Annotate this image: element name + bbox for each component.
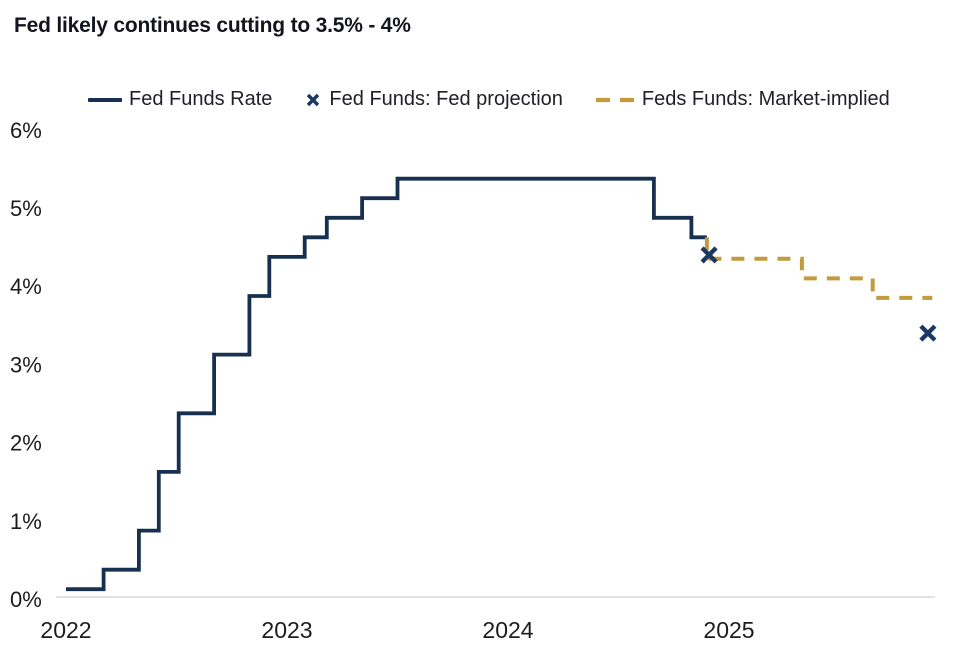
chart-legend: Fed Funds Rate Fed Funds: Fed projection… (88, 88, 890, 111)
legend-label: Fed Funds: Fed projection (329, 88, 563, 110)
y-tick-label: 5% (10, 196, 42, 221)
y-tick-label: 6% (10, 118, 42, 143)
market-implied-dashed-line (704, 237, 933, 300)
legend-label: Feds Funds: Market-implied (641, 88, 890, 110)
legend-item-market-implied: Feds Funds: Market-implied (595, 88, 890, 111)
x-tick-label: 2024 (482, 617, 533, 643)
chart-title: Fed likely continues cutting to 3.5% - 4… (14, 14, 411, 37)
dashed-line-swatch-icon (595, 97, 635, 102)
x-tick-label: 2022 (40, 617, 91, 643)
legend-item-fed-projection: Fed Funds: Fed projection (304, 88, 563, 111)
legend-item-fed-funds-rate: Fed Funds Rate (88, 88, 272, 111)
y-tick-label: 1% (10, 509, 42, 534)
y-tick-label: 3% (10, 352, 42, 377)
y-tick-label: 4% (10, 274, 42, 299)
x-marker-swatch-icon (307, 93, 320, 106)
x-tick-label: 2023 (261, 617, 312, 643)
fed-projection-x-marker (700, 246, 718, 264)
fed-projection-x-marker (919, 324, 937, 342)
solid-line-swatch-icon (88, 97, 122, 102)
y-tick-label: 0% (10, 587, 42, 612)
x-tick-label: 2025 (703, 617, 754, 643)
legend-label: Fed Funds Rate (129, 88, 273, 110)
y-tick-label: 2% (10, 431, 42, 456)
fed-funds-rate-line (66, 176, 707, 592)
